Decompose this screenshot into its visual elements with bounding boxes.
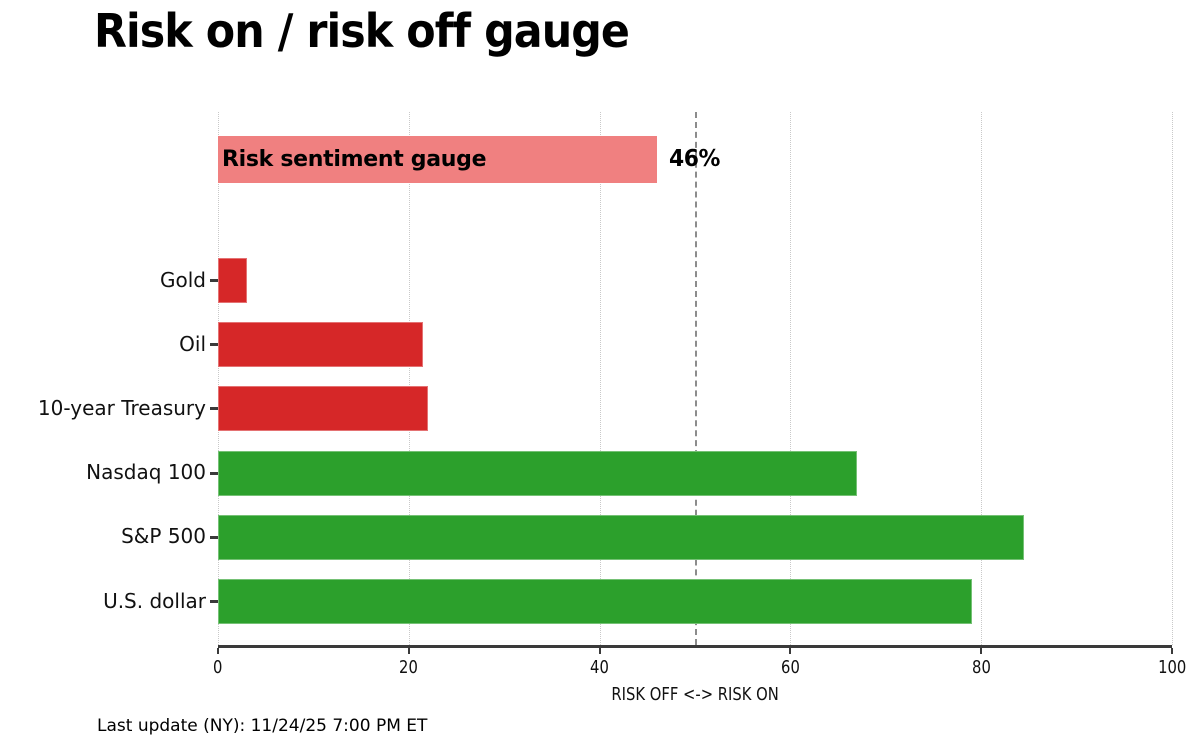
gridline-x-60 <box>790 112 792 645</box>
x-tick-80 <box>980 648 983 654</box>
gridline-x-0 <box>218 112 219 645</box>
x-tick-20 <box>407 648 410 654</box>
x-axis-spine <box>218 645 1172 648</box>
y-label-gold: Gold <box>160 267 206 292</box>
y-tickmark-0 <box>210 279 218 282</box>
gridline-x-80 <box>981 112 983 645</box>
gridline-x-20 <box>408 112 410 645</box>
y-label-u-s-dollar: U.S. dollar <box>103 588 206 613</box>
y-tickmark-2 <box>210 407 218 411</box>
x-ticklabel-60: 60 <box>780 657 800 678</box>
x-tick-100 <box>1171 648 1173 654</box>
y-label-oil: Oil <box>179 331 206 356</box>
gauge-value-label: 46% <box>668 146 720 172</box>
x-tick-0 <box>217 648 219 654</box>
bar-s-p-500 <box>218 514 1025 560</box>
x-axis-label: RISK OFF <-> RISK ON <box>611 684 779 705</box>
y-tickmark-3 <box>210 471 218 475</box>
bar-gold <box>218 258 247 303</box>
x-ticklabel-40: 40 <box>590 657 609 678</box>
x-tick-60 <box>789 648 792 654</box>
y-tickmark-5 <box>210 600 218 603</box>
gridline-x-100 <box>1172 112 1173 645</box>
bar-oil <box>218 322 424 368</box>
bar-10-year-treasury <box>218 386 428 432</box>
y-label-nasdaq-100: Nasdaq 100 <box>86 460 206 485</box>
gauge-bar: Risk sentiment gauge <box>218 136 657 183</box>
reference-line-50 <box>695 112 697 645</box>
gridline-x-40 <box>599 112 601 645</box>
y-label-s-p-500: S&P 500 <box>121 524 206 549</box>
chart-title: Risk on / risk off gauge <box>94 4 630 58</box>
y-tickmark-1 <box>210 343 218 347</box>
y-tickmark-4 <box>210 535 218 539</box>
x-ticklabel-100: 100 <box>1157 657 1187 678</box>
bar-nasdaq-100 <box>218 450 858 496</box>
gauge-bar-label: Risk sentiment gauge <box>222 147 487 172</box>
y-label-10-year-treasury: 10-year Treasury <box>37 395 206 420</box>
x-ticklabel-20: 20 <box>399 657 419 678</box>
plot-area: Risk sentiment gauge 46% 0 20 40 60 80 100 RI… <box>210 112 1186 705</box>
last-update-text: Last update (NY): 11/24/25 7:00 PM ET <box>97 716 428 736</box>
bar-u-s-dollar <box>218 579 972 624</box>
x-ticklabel-80: 80 <box>971 657 991 678</box>
x-tick-40 <box>598 648 601 654</box>
x-ticklabel-0: 0 <box>213 657 223 678</box>
